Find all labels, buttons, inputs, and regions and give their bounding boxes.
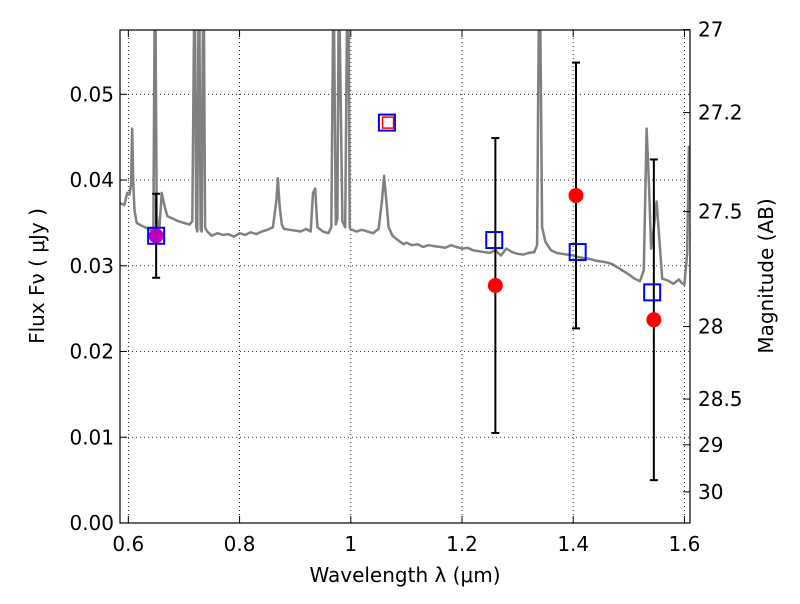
model-square-marker [485,231,504,250]
photometry-point [487,278,503,294]
y2-tick-label: 30 [698,480,723,504]
model-square-marker [568,243,587,262]
model-square-inner-marker [381,116,395,129]
error-bars [152,61,658,482]
photometry-point [646,312,662,328]
model-square-marker [147,226,166,245]
y2-tick-label: 28.5 [698,387,743,411]
x-tick-label: 1.4 [557,532,589,556]
plot-frame [119,29,691,524]
y-axis-label: Flux Fν ( μJy ) [25,208,49,344]
data-markers [147,113,662,328]
x-tick-label: 1.2 [446,532,478,556]
y2-tick-label: 28 [698,315,723,339]
model-square-marker [643,283,662,302]
y-tick-label: 0.00 [69,511,114,535]
y-tick-label: 0.02 [69,340,114,364]
y2-tick-label: 27 [698,18,723,42]
y2-tick-label: 27.2 [698,101,743,125]
y2-tick-label: 27.5 [698,200,743,224]
photometry-point [568,187,584,203]
axis-ticks: 0.6 0.8 1 1.2 1.4 1.6 0.00 0.01 0.02 0.03 0.04 0.05… [69,18,742,556]
model-square-marker [377,113,396,132]
y-tick-label: 0.05 [69,82,114,106]
y-tick-label: 0.04 [69,168,114,192]
x-tick-label: 1 [344,532,357,556]
y2-axis-label: Magnitude (AB) [754,198,778,353]
x-axis-label: Wavelength λ (μm) [309,563,500,587]
spectrum-line [120,30,690,286]
x-tick-label: 1.6 [669,532,701,556]
y2-tick-label: 29 [698,433,723,457]
x-tick-label: 0.8 [224,532,256,556]
photometry-point [148,228,164,244]
y-tick-label: 0.03 [69,254,114,278]
x-tick-label: 0.6 [112,532,144,556]
plot-data [120,30,690,286]
y-tick-label: 0.01 [69,425,114,449]
